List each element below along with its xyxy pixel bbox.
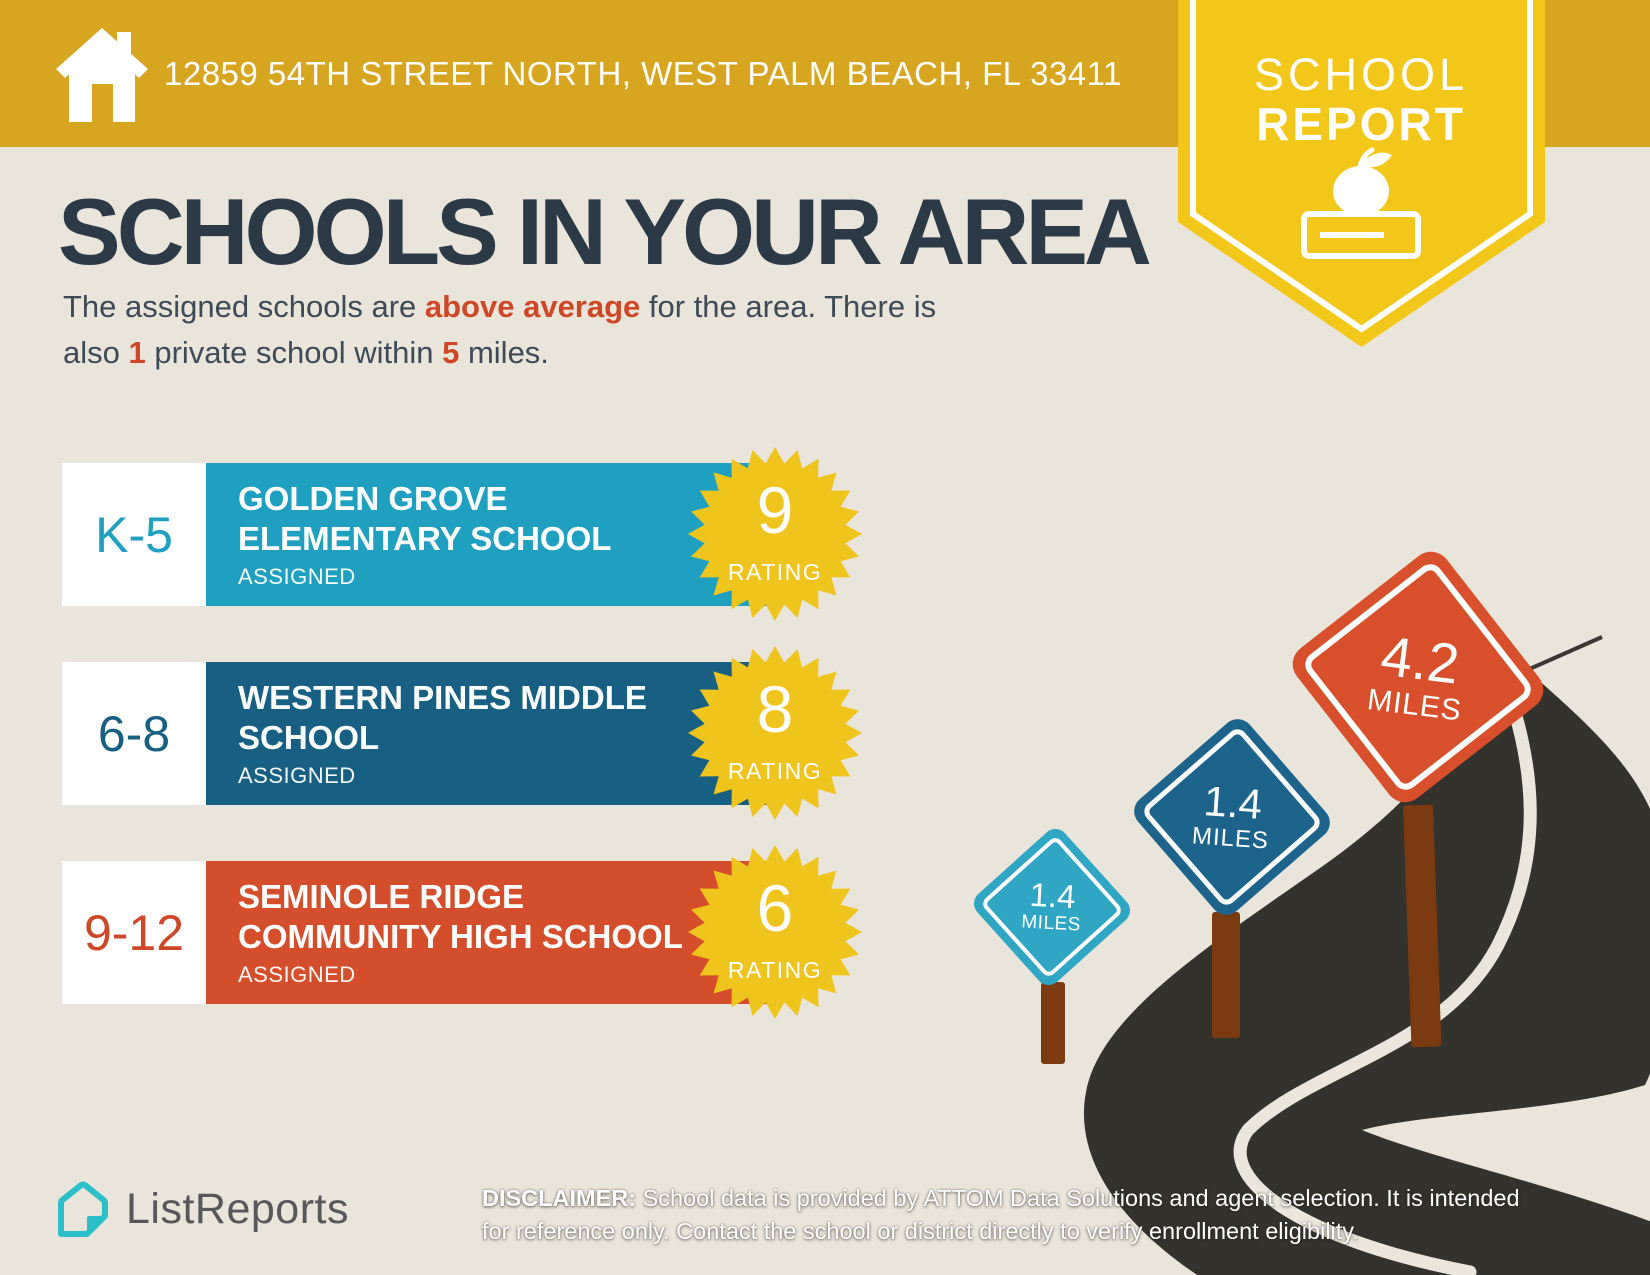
rating-label: RATING	[727, 559, 823, 585]
school-name: WESTERN PINES MIDDLE SCHOOL	[238, 679, 647, 756]
school-bar: WESTERN PINES MIDDLE SCHOOL ASSIGNED	[206, 662, 770, 805]
summary-part: The assigned schools are	[63, 289, 425, 324]
disclaimer-label: DISCLAIMER:	[482, 1185, 637, 1211]
summary-part: miles.	[459, 335, 549, 370]
rating-badge: 6 RATING	[685, 842, 865, 1022]
school-status: ASSIGNED	[238, 564, 356, 589]
rating-value: 8	[756, 672, 794, 746]
school-name: SEMINOLE RIDGE COMMUNITY HIGH SCHOOL	[238, 878, 683, 955]
summary-highlight-above-average: above average	[424, 289, 641, 324]
school-bar: GOLDEN GROVE ELEMENTARY SCHOOL ASSIGNED	[206, 463, 770, 606]
page-title: SCHOOLS IN YOUR AREA	[58, 179, 1152, 284]
apple-book-icon	[1301, 147, 1421, 259]
school-report-badge: SCHOOL REPORT	[1178, 0, 1545, 347]
school-row-elementary: K-5 GOLDEN GROVE ELEMENTARY SCHOOL ASSIG…	[62, 447, 1650, 621]
sign-distance: 1.4	[1202, 777, 1264, 828]
school-status: ASSIGNED	[238, 763, 356, 788]
grade-range-label: K-5	[62, 463, 206, 606]
summary-highlight-radius: 5	[442, 335, 460, 370]
sign-unit: MILES	[1020, 911, 1082, 936]
badge-line2: REPORT	[1256, 98, 1466, 150]
summary-highlight-count: 1	[128, 335, 146, 370]
disclaimer-line2: for reference only. Contact the school o…	[482, 1218, 1359, 1244]
grade-range-label: 9-12	[62, 861, 206, 1004]
sign-distance: 4.2	[1377, 623, 1463, 696]
school-row-high: 9-12 SEMINOLE RIDGE COMMUNITY HIGH SCHOO…	[62, 845, 1650, 1019]
school-status: ASSIGNED	[238, 962, 356, 987]
home-icon	[56, 28, 148, 122]
rating-value: 9	[756, 473, 794, 547]
disclaimer-line1: School data is provided by ATTOM Data So…	[636, 1185, 1520, 1211]
rating-badge: 8 RATING	[685, 643, 865, 823]
summary-text: The assigned schools are above average f…	[63, 284, 1093, 376]
listreports-logo: ListReports	[56, 1180, 349, 1238]
school-bar: SEMINOLE RIDGE COMMUNITY HIGH SCHOOL ASS…	[206, 861, 770, 1004]
listreports-wordmark: ListReports	[126, 1184, 349, 1233]
school-name: GOLDEN GROVE ELEMENTARY SCHOOL	[238, 480, 612, 557]
school-row-middle: 6-8 WESTERN PINES MIDDLE SCHOOL ASSIGNED…	[62, 646, 1650, 820]
rating-badge: 9 RATING	[685, 444, 865, 624]
summary-part: for the area. There is	[640, 289, 937, 324]
rating-value: 6	[756, 871, 794, 945]
grade-range-label: 6-8	[62, 662, 206, 805]
sign-distance: 1.4	[1028, 875, 1077, 915]
summary-part: private school within	[145, 335, 443, 370]
summary-part: also	[63, 335, 129, 370]
sign-unit: MILES	[1191, 822, 1270, 855]
listreports-icon	[58, 1181, 108, 1237]
disclaimer-text: DISCLAIMER: School data is provided by A…	[482, 1182, 1557, 1248]
rating-label: RATING	[727, 758, 823, 784]
property-address: 12859 54TH STREET NORTH, WEST PALM BEACH…	[164, 54, 1122, 92]
badge-line1: SCHOOL	[1254, 49, 1468, 100]
rating-label: RATING	[727, 957, 823, 983]
